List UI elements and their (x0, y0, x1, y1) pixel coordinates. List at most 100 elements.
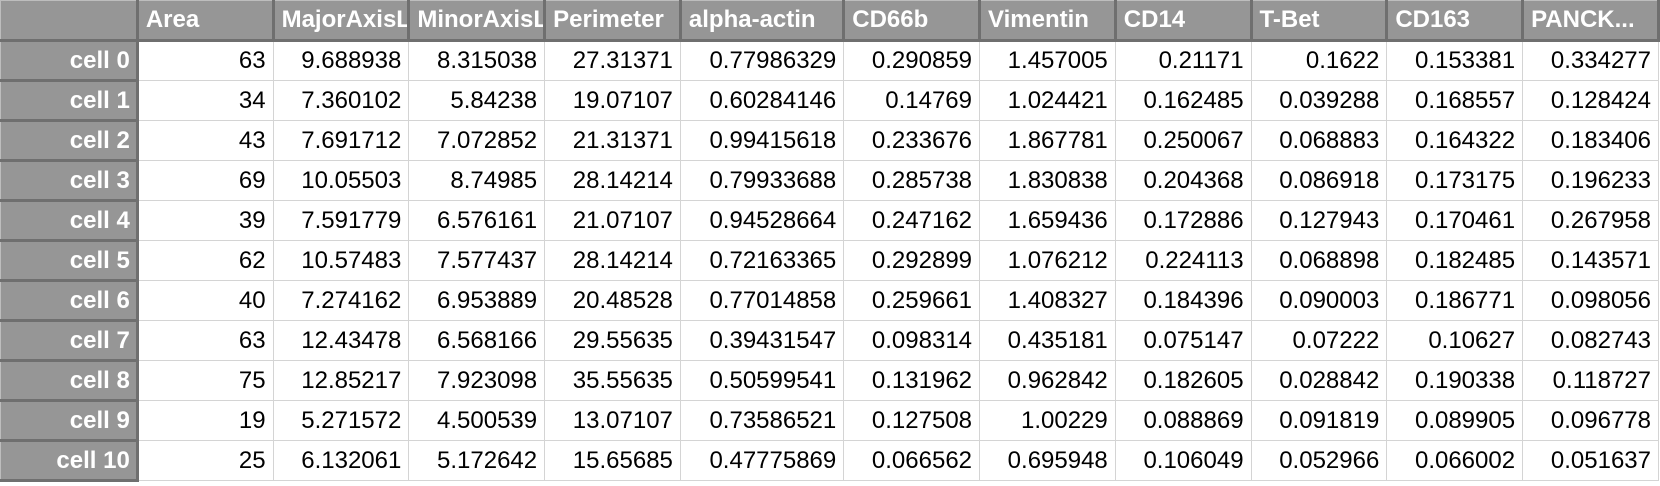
table-cell[interactable]: 0.168557 (1386, 80, 1524, 121)
table-cell[interactable]: 8.315038 (408, 40, 546, 81)
table-cell[interactable]: 9.688938 (272, 40, 410, 81)
table-cell[interactable]: 0.127943 (1250, 200, 1388, 241)
table-cell[interactable]: 0.066002 (1386, 440, 1524, 481)
table-cell[interactable]: 7.691712 (272, 120, 410, 161)
row-header[interactable]: cell 4 (0, 200, 139, 242)
table-cell[interactable]: 0.14769 (843, 80, 981, 121)
table-cell[interactable]: 0.068898 (1250, 240, 1388, 281)
table-cell[interactable]: 0.051637 (1522, 440, 1659, 481)
table-cell[interactable]: 6.576161 (408, 200, 546, 241)
table-cell[interactable]: 63 (136, 40, 274, 81)
table-cell[interactable]: 0.098056 (1522, 280, 1659, 321)
table-cell[interactable]: 0.182485 (1386, 240, 1524, 281)
table-cell[interactable]: 1.830838 (979, 160, 1116, 201)
table-cell[interactable]: 0.098314 (843, 320, 981, 361)
table-cell[interactable]: 0.039288 (1250, 80, 1388, 121)
column-header[interactable]: CD14 (1114, 0, 1253, 42)
table-cell[interactable]: 0.183406 (1522, 120, 1659, 161)
table-cell[interactable]: 0.127508 (843, 400, 981, 441)
table-cell[interactable]: 0.77986329 (679, 40, 845, 81)
table-cell[interactable]: 0.99415618 (679, 120, 845, 161)
table-cell[interactable]: 69 (136, 160, 274, 201)
table-cell[interactable]: 0.695948 (979, 440, 1116, 481)
table-cell[interactable]: 0.089905 (1386, 400, 1524, 441)
column-header[interactable]: Perimeter (544, 0, 682, 42)
table-cell[interactable]: 0.162485 (1114, 80, 1252, 121)
table-cell[interactable]: 0.028842 (1250, 360, 1388, 401)
table-cell[interactable]: 0.118727 (1522, 360, 1659, 401)
table-cell[interactable]: 7.274162 (272, 280, 410, 321)
table-cell[interactable]: 0.79933688 (679, 160, 845, 201)
row-header[interactable]: cell 2 (0, 120, 139, 162)
row-header[interactable]: cell 1 (0, 80, 139, 122)
table-cell[interactable]: 1.457005 (979, 40, 1116, 81)
column-header[interactable]: Area (136, 0, 275, 42)
table-cell[interactable]: 0.091819 (1250, 400, 1388, 441)
table-cell[interactable]: 7.577437 (408, 240, 546, 281)
table-cell[interactable]: 6.132061 (272, 440, 410, 481)
table-cell[interactable]: 0.090003 (1250, 280, 1388, 321)
table-cell[interactable]: 0.128424 (1522, 80, 1659, 121)
table-cell[interactable]: 0.1622 (1250, 40, 1388, 81)
table-cell[interactable]: 0.73586521 (679, 400, 845, 441)
table-cell[interactable]: 19.07107 (544, 80, 681, 121)
table-cell[interactable]: 40 (136, 280, 274, 321)
table-cell[interactable]: 0.60284146 (679, 80, 845, 121)
table-cell[interactable]: 12.43478 (272, 320, 410, 361)
row-header[interactable]: cell 8 (0, 360, 139, 402)
table-cell[interactable]: 6.568166 (408, 320, 546, 361)
table-cell[interactable]: 0.962842 (979, 360, 1116, 401)
table-cell[interactable]: 0.50599541 (679, 360, 845, 401)
table-cell[interactable]: 20.48528 (544, 280, 681, 321)
table-cell[interactable]: 0.164322 (1386, 120, 1524, 161)
table-cell[interactable]: 1.076212 (979, 240, 1116, 281)
table-cell[interactable]: 0.285738 (843, 160, 981, 201)
row-header[interactable]: cell 6 (0, 280, 139, 322)
table-cell[interactable]: 0.233676 (843, 120, 981, 161)
table-cell[interactable]: 34 (136, 80, 274, 121)
table-cell[interactable]: 0.292899 (843, 240, 981, 281)
table-cell[interactable]: 27.31371 (544, 40, 681, 81)
row-header[interactable]: cell 9 (0, 400, 139, 442)
table-cell[interactable]: 7.591779 (272, 200, 410, 241)
table-cell[interactable]: 1.024421 (979, 80, 1116, 121)
column-header[interactable]: T-Bet (1250, 0, 1389, 42)
column-header[interactable]: alpha-actin (679, 0, 846, 42)
table-cell[interactable]: 0.47775869 (679, 440, 845, 481)
row-header[interactable]: cell 0 (0, 40, 139, 82)
table-cell[interactable]: 43 (136, 120, 274, 161)
table-cell[interactable]: 28.14214 (544, 160, 681, 201)
table-cell[interactable]: 19 (136, 400, 274, 441)
table-cell[interactable]: 0.086918 (1250, 160, 1388, 201)
table-cell[interactable]: 35.55635 (544, 360, 681, 401)
table-cell[interactable]: 1.867781 (979, 120, 1116, 161)
table-cell[interactable]: 0.052966 (1250, 440, 1388, 481)
table-cell[interactable]: 0.143571 (1522, 240, 1659, 281)
column-header[interactable]: MinorAxisLength (408, 0, 547, 42)
table-cell[interactable]: 4.500539 (408, 400, 546, 441)
table-cell[interactable]: 62 (136, 240, 274, 281)
table-cell[interactable]: 0.088869 (1114, 400, 1252, 441)
table-cell[interactable]: 15.65685 (544, 440, 681, 481)
row-header[interactable]: cell 7 (0, 320, 139, 362)
table-cell[interactable]: 0.267958 (1522, 200, 1659, 241)
table-cell[interactable]: 21.07107 (544, 200, 681, 241)
table-cell[interactable]: 0.77014858 (679, 280, 845, 321)
table-cell[interactable]: 0.170461 (1386, 200, 1524, 241)
table-cell[interactable]: 5.271572 (272, 400, 410, 441)
table-cell[interactable]: 0.290859 (843, 40, 981, 81)
table-cell[interactable]: 0.068883 (1250, 120, 1388, 161)
table-cell[interactable]: 5.84238 (408, 80, 546, 121)
table-cell[interactable]: 0.435181 (979, 320, 1116, 361)
table-cell[interactable]: 0.204368 (1114, 160, 1252, 201)
table-cell[interactable]: 0.186771 (1386, 280, 1524, 321)
column-header[interactable]: CD66b (843, 0, 982, 42)
table-cell[interactable]: 0.173175 (1386, 160, 1524, 201)
table-cell[interactable]: 10.57483 (272, 240, 410, 281)
table-cell[interactable]: 0.94528664 (679, 200, 845, 241)
table-cell[interactable]: 7.923098 (408, 360, 546, 401)
table-cell[interactable]: 7.360102 (272, 80, 410, 121)
row-header[interactable]: cell 5 (0, 240, 139, 282)
column-header[interactable]: CD163 (1386, 0, 1525, 42)
table-cell[interactable]: 1.00229 (979, 400, 1116, 441)
